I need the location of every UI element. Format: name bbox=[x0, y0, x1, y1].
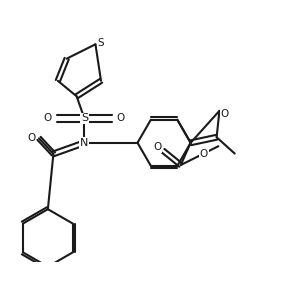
Text: S: S bbox=[98, 38, 104, 48]
Text: O: O bbox=[200, 149, 208, 159]
Text: S: S bbox=[81, 113, 88, 124]
Text: O: O bbox=[221, 109, 229, 119]
Text: O: O bbox=[117, 113, 125, 124]
Text: O: O bbox=[44, 113, 52, 124]
Text: O: O bbox=[27, 133, 35, 143]
Text: O: O bbox=[153, 142, 162, 152]
Text: N: N bbox=[80, 138, 89, 148]
